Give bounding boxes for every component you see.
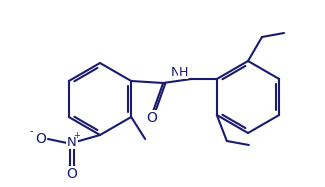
Text: O: O (147, 111, 158, 125)
Text: O: O (35, 132, 46, 146)
Text: +: + (73, 131, 81, 140)
Text: O: O (67, 167, 77, 181)
Text: N: N (170, 65, 180, 79)
Text: -: - (29, 126, 33, 136)
Text: N: N (67, 136, 77, 148)
Text: H: H (178, 65, 188, 79)
